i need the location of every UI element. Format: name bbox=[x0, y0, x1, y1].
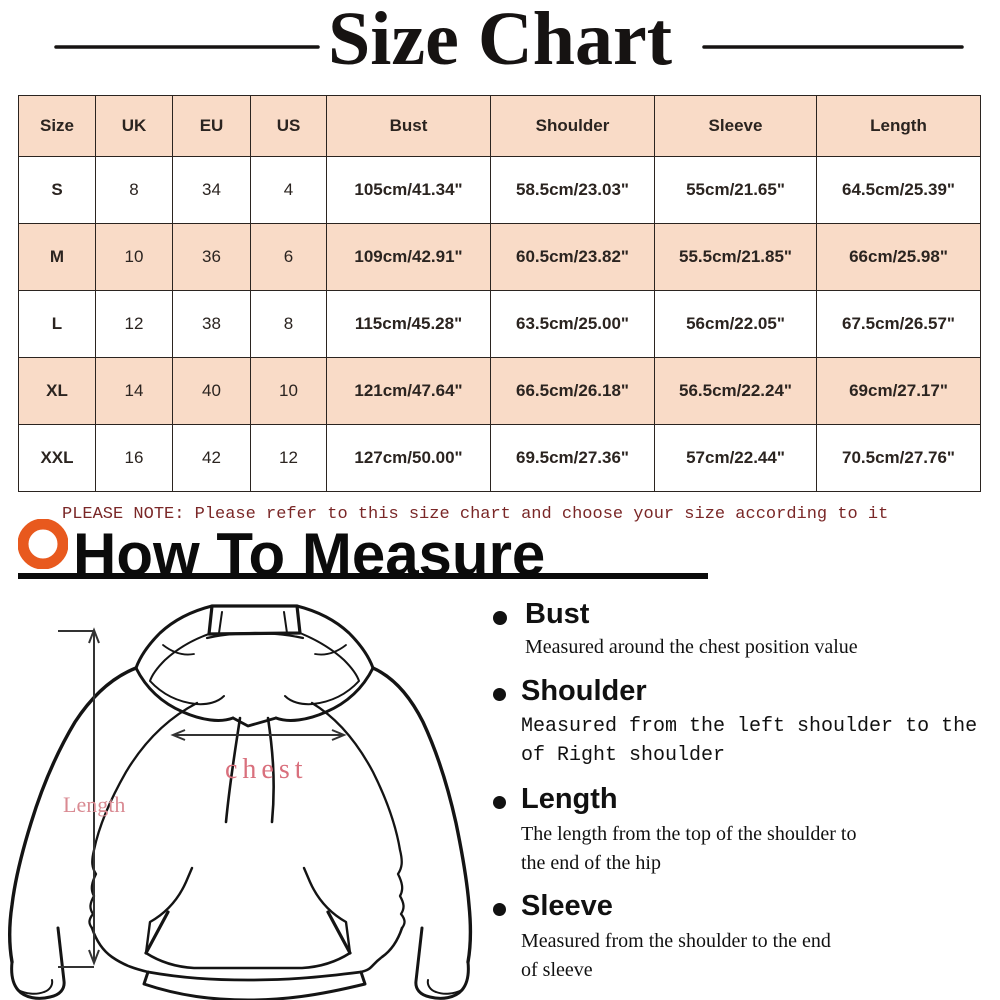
svg-text:Length: Length bbox=[63, 792, 125, 817]
svg-text:chest: chest bbox=[225, 754, 308, 785]
